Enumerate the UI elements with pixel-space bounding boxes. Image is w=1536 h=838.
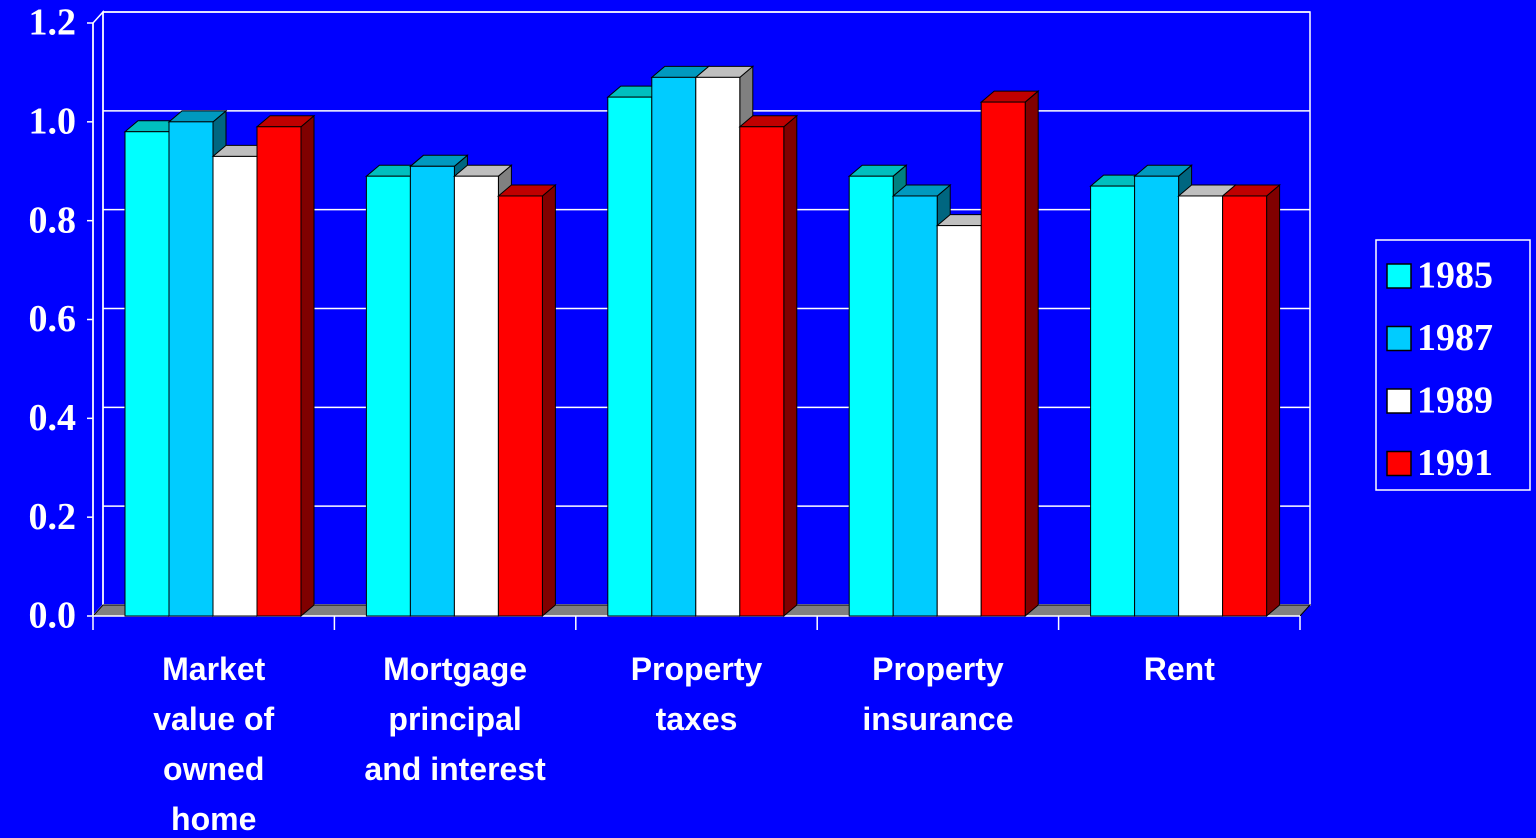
- bar: [168, 121, 214, 617]
- bar: [1134, 175, 1180, 617]
- y-tick-label: 1.0: [29, 101, 77, 143]
- label-line: and interest: [364, 751, 546, 787]
- label-line: Property: [631, 651, 763, 687]
- legend-label: 1985: [1417, 255, 1493, 297]
- x-tick-label: Mortgage principal and interest: [364, 651, 546, 787]
- y-tick-label: 1.2: [29, 2, 77, 44]
- legend-box: [1375, 239, 1531, 491]
- legend-swatch: [1386, 450, 1412, 477]
- x-tick-label: Rent: [1144, 651, 1215, 687]
- label-line: taxes: [656, 701, 738, 737]
- y-tick-label: 0.4: [29, 397, 77, 439]
- bar: [365, 175, 411, 617]
- label-line: Rent: [1144, 651, 1215, 687]
- y-tick-label: 0.0: [29, 595, 77, 637]
- x-tick-label: Property insurance: [862, 651, 1013, 737]
- bar: [1090, 185, 1136, 617]
- label-line: insurance: [862, 701, 1013, 737]
- bar: [651, 76, 697, 617]
- legend-swatch: [1386, 263, 1412, 289]
- bar-side: [541, 183, 556, 618]
- bar-side: [300, 114, 315, 618]
- legend-swatch: [1386, 325, 1412, 352]
- y-tick-label: 0.8: [29, 199, 77, 241]
- label-line: home: [171, 801, 256, 837]
- y-tick-label: 0.6: [29, 298, 77, 340]
- bar: [212, 155, 258, 617]
- x-tick-label: Property taxes: [631, 651, 763, 737]
- bar-side: [1024, 89, 1039, 618]
- bar: [256, 126, 302, 617]
- legend-swatch: [1386, 388, 1412, 414]
- y-tick-label: 0.2: [29, 496, 77, 538]
- x-tick-label: Market value of owned home: [153, 651, 274, 837]
- bar: [1222, 195, 1268, 617]
- bar: [409, 165, 455, 617]
- legend-label: 1991: [1417, 442, 1493, 484]
- bar: [124, 131, 170, 617]
- label-line: Mortgage: [383, 651, 527, 687]
- bar: [848, 175, 894, 617]
- legend-label: 1989: [1417, 380, 1493, 422]
- bar: [892, 195, 938, 617]
- bar: [453, 175, 499, 617]
- bar: [739, 126, 785, 617]
- bar: [980, 101, 1026, 617]
- bar: [607, 96, 653, 617]
- label-line: owned: [163, 751, 264, 787]
- bar: [1178, 195, 1224, 617]
- label-line: Property: [872, 651, 1004, 687]
- bar: [695, 76, 741, 617]
- label-line: principal: [388, 701, 521, 737]
- label-line: value of: [153, 701, 274, 737]
- bar-side: [1266, 183, 1281, 618]
- legend-label: 1987: [1417, 317, 1493, 359]
- bar: [497, 195, 543, 617]
- bar-side: [783, 114, 798, 618]
- label-line: Market: [162, 651, 266, 687]
- bar: [936, 225, 982, 617]
